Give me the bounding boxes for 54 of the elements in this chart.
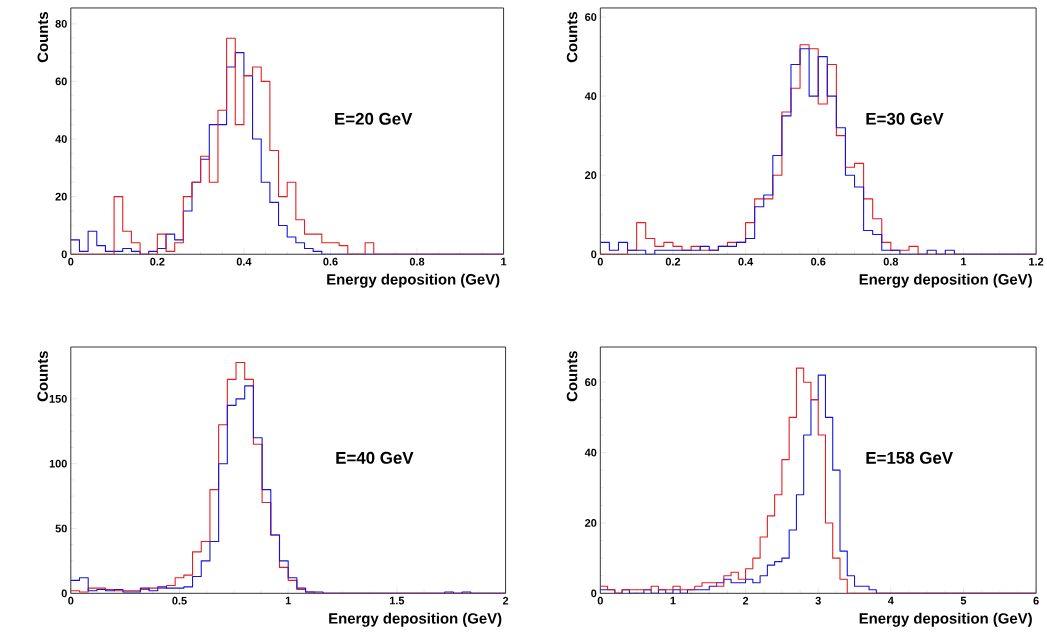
x-tick-label: 0.5 [172, 596, 187, 605]
x-axis-title: Energy deposition (GeV) [329, 612, 502, 627]
y-axis-title: Counts [37, 351, 48, 402]
x-tick-label: 6 [1033, 596, 1039, 605]
x-tick-label: 2 [502, 596, 509, 605]
x-tick-label: 0.4 [738, 257, 754, 266]
y-tick-label: 20 [585, 519, 597, 527]
y-tick-label: 80 [55, 19, 67, 28]
y-tick-label: 20 [55, 192, 67, 201]
y-tick-label: 40 [584, 92, 597, 100]
x-tick-label: 1 [285, 596, 291, 605]
y-tick-label: 40 [55, 135, 67, 143]
x-tick-label: 0.8 [409, 257, 425, 266]
y-tick-label: 0 [591, 589, 597, 598]
x-tick-label: 1 [670, 596, 676, 605]
x-tick-label: 0.2 [150, 257, 165, 266]
x-tick-label: 0.4 [236, 257, 252, 266]
y-axis-title: Counts [566, 351, 578, 402]
x-tick-label: 0 [68, 596, 74, 605]
annotation: E=30 GeV [866, 112, 944, 125]
y-tick-label: 60 [585, 378, 597, 386]
x-axis-title: Energy deposition (GeV) [859, 273, 1032, 288]
y-tick-label: 50 [55, 524, 67, 533]
x-tick-label: 2 [742, 596, 749, 605]
annotation: E=158 GeV [866, 451, 953, 464]
y-tick-label: 0 [61, 250, 67, 259]
x-axis-title: Energy deposition (GeV) [327, 273, 500, 288]
y-tick-label: 60 [55, 77, 67, 86]
x-tick-label: 0 [597, 596, 603, 605]
y-tick-label: 0 [61, 589, 67, 598]
x-tick-label: 1.2 [1029, 257, 1044, 266]
x-tick-label: 1 [961, 257, 967, 266]
y-axis-title: Counts [566, 12, 578, 63]
x-tick-label: 0.2 [665, 257, 681, 266]
x-axis-title: Energy deposition (GeV) [859, 612, 1032, 627]
x-tick-label: 0.6 [323, 257, 338, 266]
x-tick-label: 0.8 [883, 257, 899, 266]
x-tick-label: 5 [960, 596, 967, 605]
y-tick-label: 0 [591, 250, 597, 259]
y-tick-label: 150 [49, 394, 67, 403]
x-tick-label: 1.5 [389, 596, 405, 605]
x-tick-label: 1 [501, 257, 507, 266]
x-tick-label: 0 [597, 257, 603, 266]
y-tick-label: 100 [49, 459, 67, 468]
y-tick-label: 20 [585, 171, 597, 179]
x-tick-label: 4 [887, 596, 894, 605]
annotation: E=20 GeV [335, 112, 413, 125]
annotation: E=40 GeV [336, 451, 414, 464]
y-tick-label: 40 [584, 448, 597, 457]
x-tick-label: 3 [815, 596, 821, 605]
y-axis-title: Counts [37, 11, 49, 63]
x-tick-label: 0.6 [811, 257, 826, 266]
y-tick-label: 60 [585, 13, 597, 21]
x-tick-label: 0 [68, 257, 74, 266]
